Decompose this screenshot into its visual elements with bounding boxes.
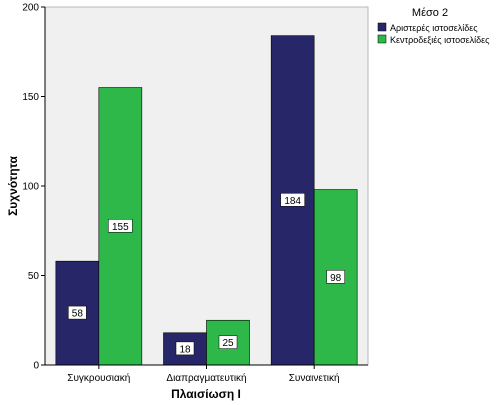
y-tick-label: 200 bbox=[22, 3, 39, 14]
data-label-box bbox=[280, 193, 305, 207]
data-label: 98 bbox=[330, 273, 342, 284]
legend-label-0: Αριστερές ιστοσελίδες bbox=[390, 23, 478, 33]
data-label-box bbox=[68, 305, 87, 320]
legend-title: Μέσο 2 bbox=[412, 7, 448, 19]
x-ticks-group: Συγκρουσιακή Διαπραγματευτική Συναινετική bbox=[67, 365, 340, 384]
data-label: 18 bbox=[179, 344, 191, 355]
y-tick-label: 100 bbox=[22, 182, 39, 193]
legend-label-1: Κεντροδεξιές ιστοσελίδες bbox=[390, 35, 490, 45]
x-tick-label: Συγκρουσιακή bbox=[67, 372, 130, 384]
x-tick-label: Συναινετική bbox=[289, 372, 340, 384]
legend-swatch-0 bbox=[377, 22, 387, 32]
x-tick-label: Διαπραγματευτική bbox=[166, 372, 246, 384]
data-label: 25 bbox=[222, 338, 234, 349]
data-label: 184 bbox=[284, 196, 301, 207]
y-axis-title: Συχνότητα bbox=[6, 155, 20, 215]
y-ticks-group: 0 50 100 150 200 bbox=[22, 3, 45, 372]
legend-swatch-1 bbox=[377, 34, 387, 44]
data-label: 155 bbox=[112, 222, 129, 233]
data-label-box bbox=[218, 335, 238, 349]
data-label: 58 bbox=[72, 309, 84, 320]
data-label-box bbox=[175, 341, 195, 356]
y-tick-label: 150 bbox=[22, 92, 39, 103]
y-tick-label: 50 bbox=[28, 271, 40, 282]
data-label-box bbox=[326, 270, 345, 284]
y-tick-label: 0 bbox=[33, 361, 39, 372]
x-axis-title: Πλαισίωση Ι bbox=[171, 387, 241, 401]
bars-group: 58 155 18 25 184 98 bbox=[55, 35, 358, 366]
legend: Μέσο 2 Αριστερές ιστοσελίδες Κεντροδεξιέ… bbox=[377, 7, 490, 45]
data-label-box bbox=[108, 219, 133, 233]
